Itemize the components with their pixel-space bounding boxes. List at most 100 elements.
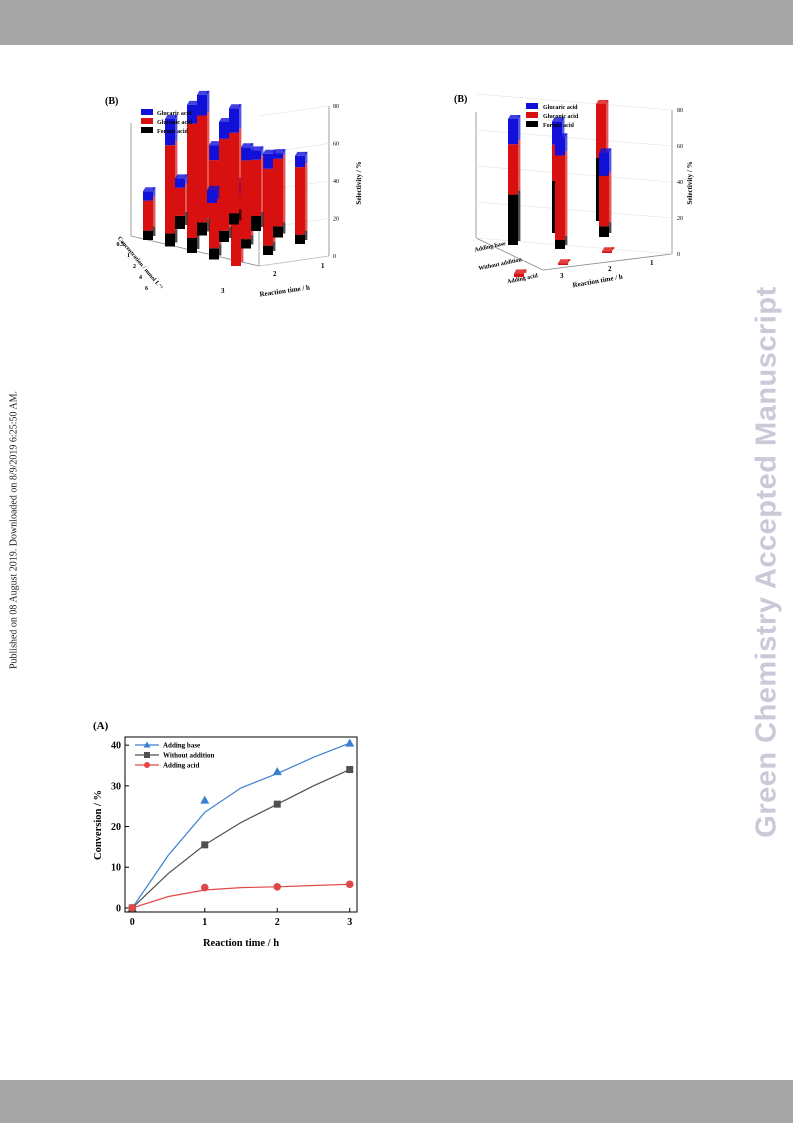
bottom-band [0, 1080, 793, 1123]
grid-line [475, 129, 673, 147]
bar-t3-c0_5-glucaric [207, 189, 217, 203]
bar-t3-adding-acid [602, 247, 615, 253]
bar-t1-adding-base-glucaric [508, 119, 518, 145]
bar-t3-c0_5-glucaric-side [217, 185, 220, 199]
z-tick-label: 40 [333, 179, 339, 185]
point-adding-base [345, 738, 355, 747]
panel-label: (B) [105, 96, 118, 107]
bar-t2-c6-top [263, 149, 276, 154]
bar-t1-c2-formic-side [197, 234, 200, 249]
z-tick-label: 60 [677, 144, 683, 150]
bar-t2-without-addition-top [555, 133, 568, 138]
bar-t3-c2-gluconic-side [261, 155, 264, 212]
x-tick-label: 2 [275, 917, 280, 928]
tick-marks [125, 744, 351, 912]
point-without-addition [201, 841, 209, 849]
watermark: Green Chemistry Accepted Manuscript [750, 286, 783, 838]
bar-t1-c2-top [187, 100, 200, 105]
y-tick-label: 20 [111, 822, 121, 833]
bar-t3-c6-formic-side [305, 230, 308, 240]
bar-t2-c0_5-formic [175, 215, 185, 229]
bar-t1-adding-base-gluconic [508, 144, 518, 195]
bar-t3-adding-base-gluconic-side [606, 100, 609, 154]
x-axis-label: Reaction time / h [203, 938, 279, 949]
bar-t1-c0_5-top [143, 187, 156, 192]
z-tick-label: 20 [677, 216, 683, 222]
depth-tick-label: 0.5 [117, 242, 125, 248]
depth-tick-label: 6 [145, 286, 148, 292]
point-without-addition [273, 800, 281, 808]
point-adding-base [200, 795, 210, 804]
bar-t3-c1 [229, 104, 242, 225]
x-tick-label: 3 [221, 287, 225, 295]
bar-t2-c0_5-glucaric [175, 178, 185, 188]
bar-t3-c6-gluconic [295, 167, 305, 235]
bar-t1-c1-formic [165, 233, 175, 247]
bar-t1-c2-glucaric [187, 104, 197, 124]
x-tick-label: 3 [347, 917, 352, 928]
legend-label-gluconic: Gluconic acid [543, 114, 579, 120]
grid-line [258, 255, 330, 267]
legend-marker-adding-base [143, 741, 151, 748]
panel-label: (B) [454, 94, 467, 105]
bar-t1-adding-base [508, 115, 521, 245]
bar-t2-c6-glucaric [263, 153, 273, 169]
bar-t2-without-addition-glucaric-side [565, 133, 568, 152]
top-band [0, 0, 793, 45]
bar-t3-c6-gluconic-side [305, 163, 308, 231]
bar-t3-c0_5-top [207, 185, 220, 190]
bar-t1-c6-gluconic [231, 194, 241, 266]
legend-label-adding-acid: Adding acid [163, 762, 199, 770]
bar-t3-c4-top [273, 149, 286, 154]
x-tick-label: 2 [608, 265, 612, 273]
bar-t2-c4-glucaric [241, 147, 251, 161]
bar-t2-c2-glucaric [219, 122, 229, 139]
bar-t3-adding-acid-top [602, 247, 615, 252]
bar-t2-c0_5 [175, 174, 188, 229]
y-axis-label: Conversion / % [93, 790, 104, 860]
bar-t1-adding-acid-gluconic [514, 273, 524, 277]
legend-swatch-glucaric [526, 103, 538, 109]
z-tick-label: 20 [333, 217, 339, 223]
legend-label-adding-base: Adding base [163, 742, 200, 750]
data-points [127, 738, 355, 912]
bar-t3-without-addition-gluconic-side [609, 171, 612, 223]
depth-axis-label: Concentration / mmol L⁻¹ [116, 236, 164, 291]
bar-t1-adding-base-formic-side [518, 190, 521, 241]
grid-line [475, 93, 673, 111]
point-adding-acid [200, 883, 209, 892]
point-without-addition [346, 766, 354, 774]
bar-t3-c2-glucaric-side [261, 146, 264, 156]
bar-t2-c4-formic-side [251, 235, 254, 245]
bar-t1-c1-glucaric-side [175, 115, 178, 142]
y-tick-label: 30 [111, 781, 121, 792]
grid-line [475, 201, 673, 219]
bar-t3-c0_5-gluconic [207, 203, 217, 218]
x-tick-label: 3 [560, 272, 564, 280]
bar-t2-c0_5-formic-side [185, 211, 188, 225]
x-tick-label: 1 [321, 262, 325, 270]
bar-t3-c6-formic [295, 234, 305, 244]
bar-t2-without-addition [555, 133, 568, 249]
bar-t2-c0_5-top [175, 174, 188, 179]
bar-t1-c1-top [165, 115, 178, 119]
z-tick-label: 60 [333, 142, 339, 148]
bar-t1-c0_5-formic [143, 230, 153, 240]
bar-t3-c4-gluconic [273, 158, 283, 227]
depth-tick-label: Adding base [474, 241, 507, 254]
bar-t3-c2-formic-side [261, 212, 264, 227]
bar-t2-adding-acid [558, 259, 571, 265]
y-tick-label: 0 [116, 903, 121, 914]
z-tick-label: 0 [333, 254, 336, 260]
legend-swatch-gluconic [526, 112, 538, 118]
bar-t2-c6-gluconic [263, 168, 273, 246]
publication-note: Published on 08 August 2019. Downloaded … [8, 390, 20, 670]
bar-t2-without-addition-gluconic-side [565, 151, 568, 236]
bar-t2-c1-gluconic-side [207, 111, 210, 219]
bar-t3-c2-top [251, 146, 264, 151]
bar-t3-adding-acid-gluconic [602, 251, 612, 253]
legend-swatch-formic [141, 127, 153, 133]
